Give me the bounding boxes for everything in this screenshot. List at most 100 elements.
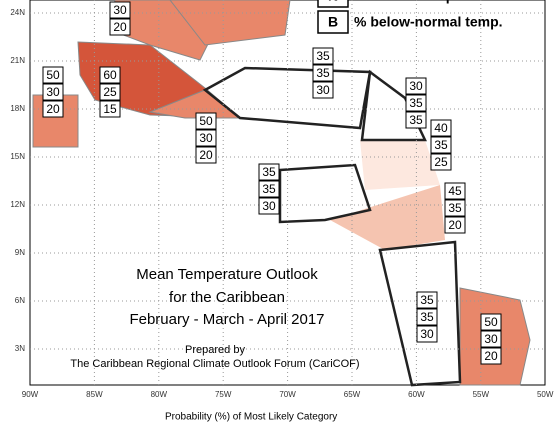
legend-key: N [328,0,338,4]
y-label: 6N [15,296,25,305]
prob-value: 30 [409,79,423,93]
prob-value: 35 [262,182,276,196]
prepared: The Caribbean Regional Climate Outlook F… [70,358,359,370]
prepared: Prepared by [185,344,245,356]
outline-hispaniola [202,66,372,130]
legend-key: B [328,14,338,30]
outline-guyana [378,240,462,387]
prob-value: 20 [199,148,213,162]
legend-label: % below-normal temp. [354,14,503,30]
prob-box [195,112,217,130]
title: for the Caribbean [169,289,285,306]
prob-box [195,129,217,147]
prob-value: 50 [46,68,60,82]
x-label: 60W [408,390,425,399]
region-bahamas-east [169,0,291,46]
prob-value: 30 [199,131,213,145]
x-label: 70W [279,390,296,399]
prob-value: 35 [316,49,330,63]
prob-value: 25 [103,85,117,99]
probability-boxes: 30 20 50 30 20 60 25 15 50 30 20 35 35 30 30 35 35 40 35 25… [42,1,502,365]
prob-box [99,100,121,118]
prob-box [405,77,427,95]
prob-box [416,325,438,343]
title: Mean Temperature Outlook [136,266,318,283]
prob-box [480,330,502,348]
prob-box [430,136,452,154]
prob-box [444,216,466,234]
prob-value: 30 [420,327,434,341]
prob-box [480,347,502,365]
prob-value: 20 [113,20,127,34]
outlines [202,66,462,387]
prob-value: 30 [262,199,276,213]
prob-value: 20 [484,349,498,363]
prob-value: 35 [420,293,434,307]
prob-box [195,146,217,164]
prob-value: 30 [113,3,127,17]
region-trinidad [330,185,445,250]
legend-box [317,10,349,34]
prob-value: 35 [448,201,462,215]
prob-value: 50 [199,114,213,128]
outline-leewards [360,69,427,142]
prob-value: 15 [103,102,117,116]
y-label: 18N [10,104,25,113]
prob-box [312,81,334,99]
prob-box [312,47,334,65]
x-label: 55W [473,390,490,399]
x-label: 85W [86,390,103,399]
x-label: 65W [344,390,361,399]
prob-box [42,100,64,118]
prob-box [42,66,64,84]
title: February - March - April 2017 [129,311,324,328]
prob-box [430,153,452,171]
prob-value: 30 [316,83,330,97]
prob-box [405,94,427,112]
footer: Probability (%) of Most Likely Category [165,412,337,423]
y-label: 9N [15,248,25,257]
x-label: 50W [537,390,554,399]
prob-value: 35 [409,96,423,110]
x-label: 80W [151,390,168,399]
legend-label: % normal temperature [354,0,502,4]
prob-box [416,291,438,309]
prob-value: 45 [448,184,462,198]
grid [30,0,545,385]
x-label: 75W [215,390,232,399]
region-windwards [360,140,440,190]
prob-box [99,83,121,101]
prob-box [109,1,131,19]
prob-box [312,64,334,82]
prob-box [99,66,121,84]
y-label: 24N [10,8,25,17]
x-label: 90W [22,390,39,399]
prob-box [258,163,280,181]
outline-abc [278,163,372,224]
prob-value: 35 [409,113,423,127]
y-label: 15N [10,152,25,161]
y-label: 21N [10,56,25,65]
prob-box [109,18,131,36]
prob-value: 20 [46,102,60,116]
prob-box [444,182,466,200]
prob-box [258,180,280,198]
prob-box [258,197,280,215]
legend-box [317,0,349,8]
prob-value: 35 [434,138,448,152]
prob-box [416,308,438,326]
prob-value: 35 [262,165,276,179]
prob-value: 35 [420,310,434,324]
prob-value: 50 [484,315,498,329]
y-label: 12N [10,200,25,209]
prob-box [42,83,64,101]
prob-value: 35 [316,66,330,80]
prob-box [480,313,502,331]
prob-value: 20 [448,218,462,232]
prob-value: 30 [46,85,60,99]
prob-value: 60 [103,68,117,82]
prob-box [430,119,452,137]
prob-value: 25 [434,155,448,169]
